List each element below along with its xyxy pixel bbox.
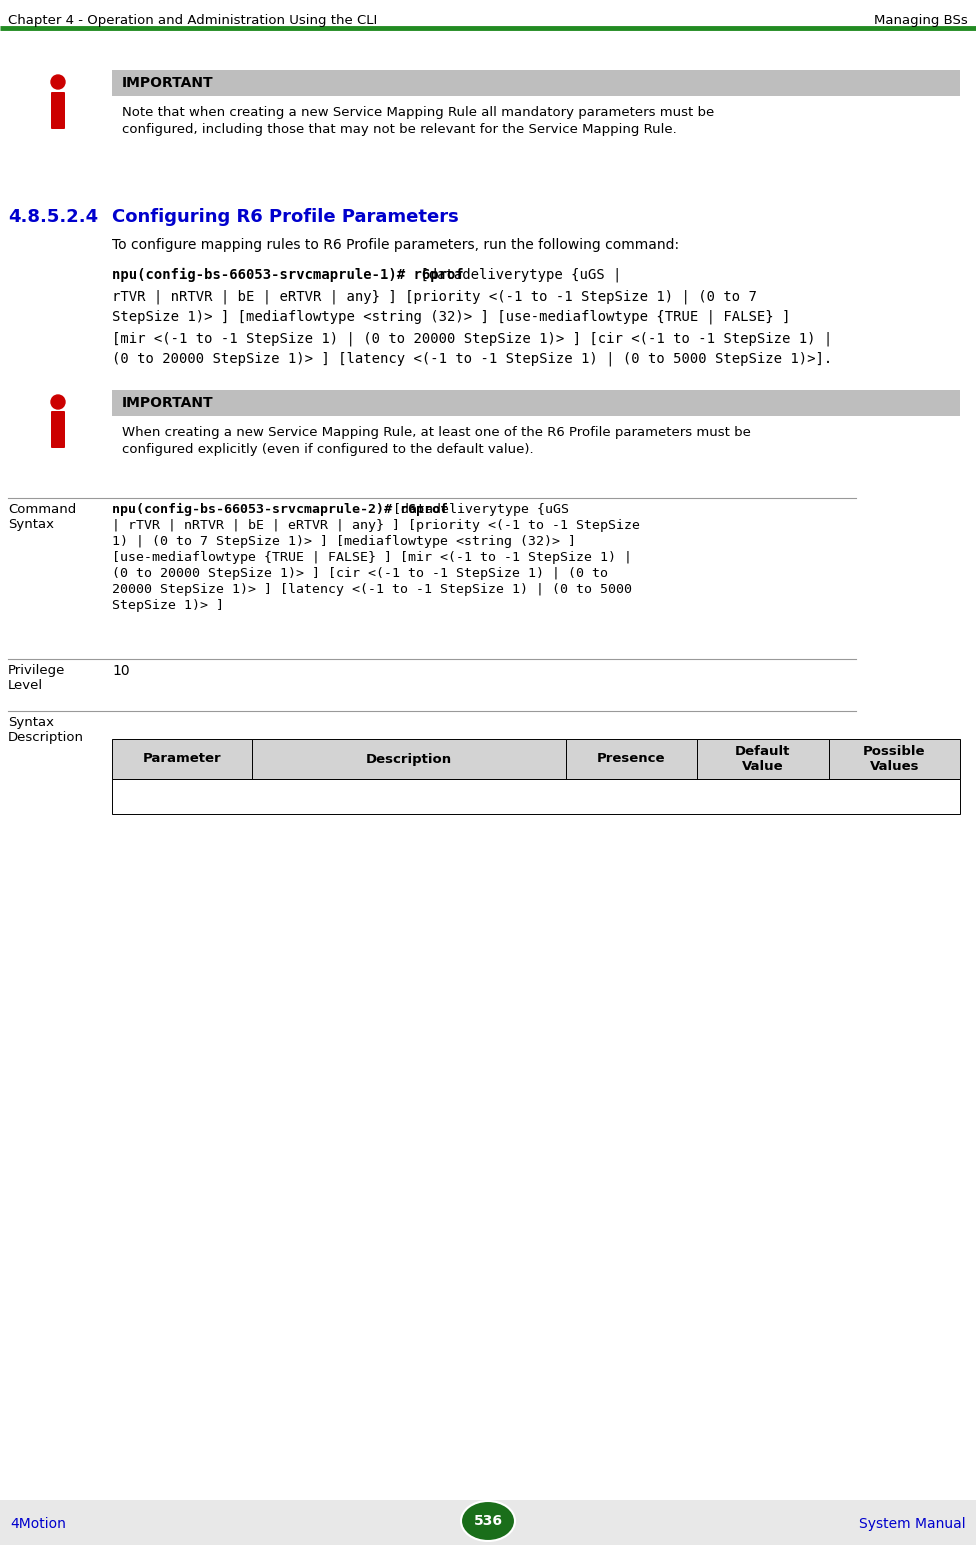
- Text: (0 to 20000 StepSize 1)> ] [latency <(-1 to -1 StepSize 1) | (0 to 5000 StepSize: (0 to 20000 StepSize 1)> ] [latency <(-1…: [112, 352, 833, 366]
- Bar: [566, 739, 697, 779]
- Bar: [697, 739, 829, 779]
- Text: Presence: Presence: [597, 752, 666, 765]
- Circle shape: [51, 76, 65, 90]
- Text: Configuring R6 Profile Parameters: Configuring R6 Profile Parameters: [112, 209, 459, 226]
- Text: IMPORTANT: IMPORTANT: [122, 396, 214, 409]
- Text: [use-mediaflowtype {TRUE | FALSE} ] [mir <(-1 to -1 StepSize 1) |: [use-mediaflowtype {TRUE | FALSE} ] [mir…: [112, 552, 632, 564]
- Text: 20000 StepSize 1)> ] [latency <(-1 to -1 StepSize 1) | (0 to 5000: 20000 StepSize 1)> ] [latency <(-1 to -1…: [112, 582, 632, 596]
- Bar: [252, 739, 566, 779]
- Text: StepSize 1)> ] [mediaflowtype <string (32)> ] [use-mediaflowtype {TRUE | FALSE} : StepSize 1)> ] [mediaflowtype <string (3…: [112, 311, 791, 324]
- Text: Command
Syntax: Command Syntax: [8, 504, 76, 531]
- Text: StepSize 1)> ]: StepSize 1)> ]: [112, 599, 224, 612]
- Text: | rTVR | nRTVR | bE | eRTVR | any} ] [priority <(-1 to -1 StepSize: | rTVR | nRTVR | bE | eRTVR | any} ] [pr…: [112, 519, 640, 531]
- Text: Possible
Values: Possible Values: [863, 745, 925, 772]
- Text: 4Motion: 4Motion: [10, 1517, 65, 1531]
- Text: Chapter 4 - Operation and Administration Using the CLI: Chapter 4 - Operation and Administration…: [8, 14, 378, 26]
- Bar: [112, 389, 960, 416]
- Text: Privilege
Level: Privilege Level: [8, 664, 65, 692]
- Bar: [0, 1500, 976, 1545]
- Text: IMPORTANT: IMPORTANT: [122, 76, 214, 90]
- Text: [datadeliverytype {uGS |: [datadeliverytype {uGS |: [412, 267, 622, 283]
- Text: Default
Value: Default Value: [735, 745, 791, 772]
- Text: rTVR | nRTVR | bE | eRTVR | any} ] [priority <(-1 to -1 StepSize 1) | (0 to 7: rTVR | nRTVR | bE | eRTVR | any} ] [prio…: [112, 289, 756, 303]
- Text: npu(config-bs-66053-srvcmaprule-1)# r6prof: npu(config-bs-66053-srvcmaprule-1)# r6pr…: [112, 267, 464, 283]
- Text: Note that when creating a new Service Mapping Rule all mandatory parameters must: Note that when creating a new Service Ma…: [122, 107, 714, 136]
- Text: [datadeliverytype {uGS: [datadeliverytype {uGS: [385, 504, 569, 516]
- Bar: [112, 779, 960, 814]
- FancyBboxPatch shape: [51, 411, 65, 448]
- Bar: [829, 739, 960, 779]
- Text: 1) | (0 to 7 StepSize 1)> ] [mediaflowtype <string (32)> ]: 1) | (0 to 7 StepSize 1)> ] [mediaflowty…: [112, 535, 576, 548]
- Bar: [112, 739, 252, 779]
- Ellipse shape: [461, 1502, 515, 1540]
- Text: 536: 536: [473, 1514, 503, 1528]
- Bar: [112, 70, 960, 96]
- Text: npu(config-bs-66053-srvcmaprule-2)# r6prof: npu(config-bs-66053-srvcmaprule-2)# r6pr…: [112, 504, 448, 516]
- Text: Parameter: Parameter: [142, 752, 222, 765]
- Circle shape: [51, 396, 65, 409]
- Text: 4.8.5.2.4: 4.8.5.2.4: [8, 209, 99, 226]
- Text: Managing BSs: Managing BSs: [874, 14, 968, 26]
- Text: To configure mapping rules to R6 Profile parameters, run the following command:: To configure mapping rules to R6 Profile…: [112, 238, 679, 252]
- Text: [mir <(-1 to -1 StepSize 1) | (0 to 20000 StepSize 1)> ] [cir <(-1 to -1 StepSiz: [mir <(-1 to -1 StepSize 1) | (0 to 2000…: [112, 331, 833, 346]
- Text: Description: Description: [366, 752, 452, 765]
- Text: (0 to 20000 StepSize 1)> ] [cir <(-1 to -1 StepSize 1) | (0 to: (0 to 20000 StepSize 1)> ] [cir <(-1 to …: [112, 567, 608, 579]
- Text: When creating a new Service Mapping Rule, at least one of the R6 Profile paramet: When creating a new Service Mapping Rule…: [122, 426, 751, 456]
- Text: 10: 10: [112, 664, 130, 678]
- Text: Syntax
Description: Syntax Description: [8, 715, 84, 745]
- FancyBboxPatch shape: [51, 93, 65, 128]
- Text: System Manual: System Manual: [860, 1517, 966, 1531]
